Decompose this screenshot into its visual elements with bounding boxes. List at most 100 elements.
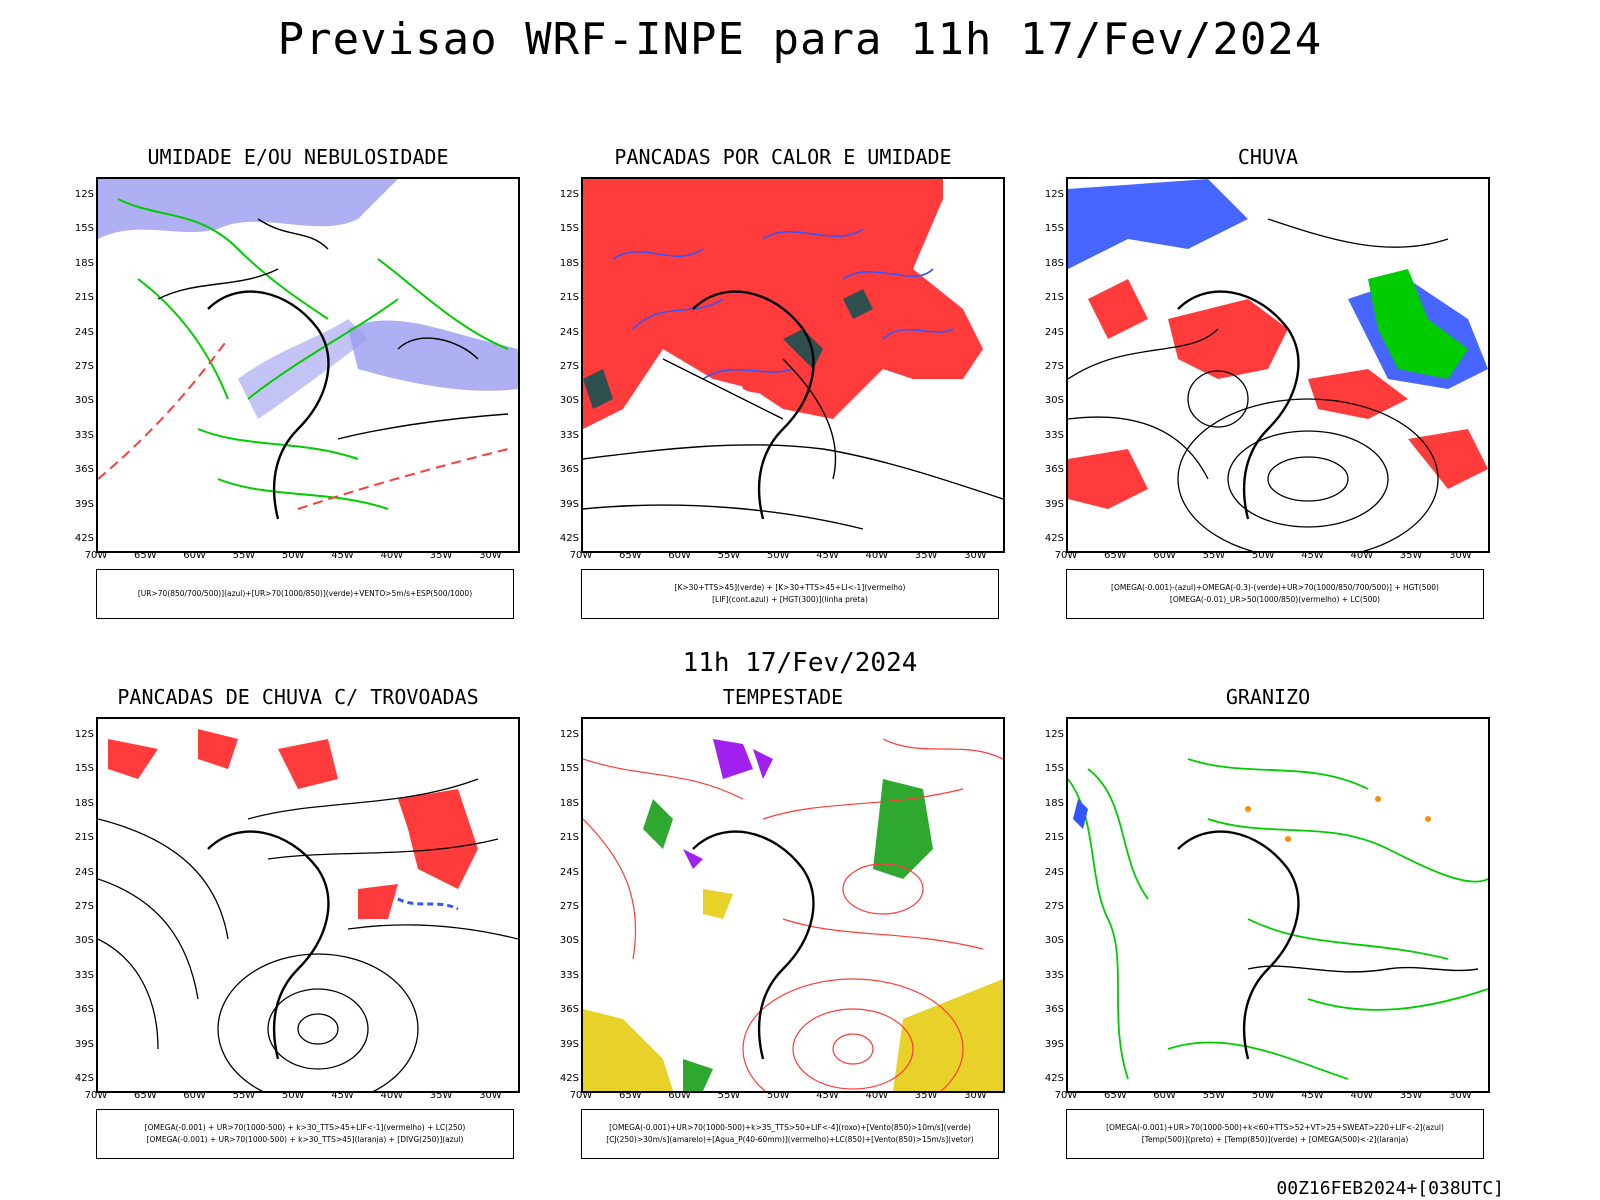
- lon-tick-label: 50W: [281, 550, 305, 561]
- lat-tick-label: 18S: [1044, 797, 1064, 809]
- lat-tick-label: 24S: [1044, 866, 1064, 878]
- legend-line-2: [LIF](cont.azul) + [HGT(300)](linha pret…: [712, 595, 868, 604]
- lon-tick-label: 70W: [84, 550, 108, 561]
- lon-tick-label: 30W: [1449, 550, 1472, 561]
- lat-axis: 12S 15S 18S 21S 24S 27S 30S 33S 36S 39S 42S: [551, 717, 579, 1089]
- lat-tick-label: 36S: [74, 464, 94, 476]
- legend-line-2: [OMEGA(-0.01)_UR>50(1000/850)(vermelho) …: [1169, 595, 1381, 604]
- lon-tick-label: 40W: [380, 1090, 404, 1101]
- lon-tick-label: 55W: [1202, 550, 1226, 561]
- lon-tick-label: 30W: [1449, 1090, 1472, 1101]
- lon-tick-label: 60W: [668, 1090, 691, 1101]
- lat-tick-label: 36S: [1044, 1004, 1064, 1016]
- lat-tick-label: 39S: [1044, 498, 1064, 510]
- lon-axis: 70W 65W 60W 55W 50W 45W 40W 35W 30W: [85, 550, 520, 564]
- legend-line-2: [CJ(250)>30m/s](amarelo)+[Agua_P(40-60mm…: [606, 1135, 974, 1144]
- map-pancadas-calor: [581, 177, 1005, 553]
- run-info-footer: 00Z16FEB2024+[038UTC]: [1276, 1178, 1504, 1199]
- legend-line-2: [OMEGA(-0.001) + UR>70(1000-500) + k>30_…: [146, 1135, 464, 1144]
- lat-tick-label: 30S: [1044, 935, 1064, 947]
- lat-tick-label: 24S: [1044, 326, 1064, 338]
- lon-tick-label: 65W: [618, 550, 642, 561]
- lat-tick-label: 21S: [1044, 832, 1064, 844]
- panel-legend: [UR>70(850/700/500)](azul)+[UR>70(1000/8…: [96, 569, 514, 619]
- panel-trovoadas: PANCADAS DE CHUVA C/ TROVOADAS 12S 15S 18S…: [48, 685, 548, 1175]
- lon-tick-label: 55W: [232, 550, 256, 561]
- map-umidade: [96, 177, 520, 553]
- lat-tick-label: 42S: [74, 533, 94, 544]
- lon-tick-label: 65W: [133, 550, 157, 561]
- lon-tick-label: 40W: [380, 550, 404, 561]
- lon-tick-label: 50W: [1251, 1090, 1275, 1101]
- lat-tick-label: 15S: [74, 223, 94, 235]
- map-tempestade: [581, 717, 1005, 1093]
- lat-tick-label: 21S: [559, 832, 579, 844]
- lat-tick-label: 18S: [559, 257, 579, 269]
- lat-tick-label: 27S: [1044, 361, 1064, 372]
- lon-tick-label: 60W: [183, 1090, 206, 1101]
- lon-tick-label: 55W: [717, 1090, 741, 1101]
- lat-axis: 12S 15S 18S 21S 24S 27S 30S 33S 36S 39S 42S: [1036, 717, 1064, 1089]
- lat-tick-label: 42S: [74, 1073, 94, 1084]
- lat-tick-label: 30S: [74, 935, 94, 947]
- lon-tick-label: 35W: [914, 1090, 938, 1101]
- panel-title: TEMPESTADE: [722, 685, 844, 709]
- lon-tick-label: 65W: [1103, 1090, 1127, 1101]
- lat-tick-label: 39S: [559, 1038, 579, 1050]
- lat-tick-label: 15S: [74, 763, 94, 775]
- lat-tick-label: 12S: [74, 189, 94, 200]
- main-title: Previsao WRF-INPE para 11h 17/Fev/2024: [277, 14, 1323, 65]
- lat-tick-label: 18S: [1044, 257, 1064, 269]
- lat-tick-label: 12S: [1044, 189, 1064, 200]
- lat-tick-label: 18S: [74, 257, 94, 269]
- lat-tick-label: 18S: [559, 797, 579, 809]
- lon-tick-label: 40W: [865, 1090, 889, 1101]
- lat-tick-label: 12S: [559, 729, 579, 740]
- lat-tick-label: 24S: [559, 326, 579, 338]
- lat-tick-label: 15S: [559, 763, 579, 775]
- legend-line-2: [Temp(500)](preto) + [Temp(850)](verde) …: [1141, 1135, 1409, 1144]
- lon-tick-label: 35W: [914, 550, 938, 561]
- panel-title: UMIDADE E/OU NEBULOSIDADE: [147, 145, 449, 169]
- lat-tick-label: 12S: [1044, 729, 1064, 740]
- lat-tick-label: 24S: [74, 326, 94, 338]
- legend-line-1: [UR>70(850/700/500)](azul)+[UR>70(1000/8…: [137, 589, 473, 598]
- lon-tick-label: 30W: [479, 1090, 502, 1101]
- lat-tick-label: 15S: [1044, 763, 1064, 775]
- lon-tick-label: 45W: [816, 1090, 839, 1101]
- lat-tick-label: 27S: [74, 901, 94, 912]
- lon-tick-label: 55W: [717, 550, 741, 561]
- lat-tick-label: 33S: [74, 969, 94, 981]
- panel-legend: [OMEGA(-0.001)+UR>70(1000-500)+k>35_TTS>…: [581, 1109, 999, 1159]
- lat-tick-label: 42S: [1044, 533, 1064, 544]
- lat-tick-label: 24S: [559, 866, 579, 878]
- panel-legend: [OMEGA(-0.001)-(azul)+OMEGA(-0.3)-(verde…: [1066, 569, 1484, 619]
- legend-line-1: [OMEGA(-0.001) + UR>70(1000-500) + k>30_…: [144, 1123, 466, 1132]
- lat-tick-label: 39S: [559, 498, 579, 510]
- lon-tick-label: 40W: [1350, 1090, 1374, 1101]
- map-trovoadas: [96, 717, 520, 1093]
- lon-axis: 70W 65W 60W 55W 50W 45W 40W 35W 30W: [1055, 1090, 1490, 1104]
- lon-tick-label: 45W: [816, 550, 839, 561]
- lat-tick-label: 21S: [1044, 292, 1064, 304]
- lat-tick-label: 33S: [1044, 429, 1064, 441]
- lat-axis: 12S 15S 18S 21S 24S 27S 30S 33S 36S 39S 42S: [1036, 177, 1064, 549]
- lat-tick-label: 39S: [74, 498, 94, 510]
- panel-legend: [K>30+TTS>45](verde) + [K>30+TTS>45+LI<-…: [581, 569, 999, 619]
- lon-tick-label: 30W: [964, 1090, 987, 1101]
- lon-tick-label: 50W: [766, 550, 790, 561]
- lat-tick-label: 30S: [1044, 395, 1064, 407]
- panel-chuva: CHUVA 12S 15S 18S 21S 24S 27S 30S 33S 36S 39S 42S …: [1018, 145, 1518, 635]
- lon-tick-label: 70W: [569, 1090, 593, 1101]
- legend-line-1: [OMEGA(-0.001)+UR>70(1000-500)+k<60+TTS>…: [1106, 1123, 1444, 1132]
- lat-tick-label: 33S: [559, 969, 579, 981]
- lat-tick-label: 27S: [559, 901, 579, 912]
- lat-tick-label: 36S: [559, 1004, 579, 1016]
- lon-tick-label: 60W: [1153, 1090, 1176, 1101]
- lat-tick-label: 36S: [74, 1004, 94, 1016]
- mid-title: 11h 17/Fev/2024: [682, 648, 918, 678]
- lon-tick-label: 65W: [618, 1090, 642, 1101]
- lat-tick-label: 15S: [559, 223, 579, 235]
- lat-tick-label: 27S: [74, 361, 94, 372]
- lon-tick-label: 45W: [1301, 1090, 1324, 1101]
